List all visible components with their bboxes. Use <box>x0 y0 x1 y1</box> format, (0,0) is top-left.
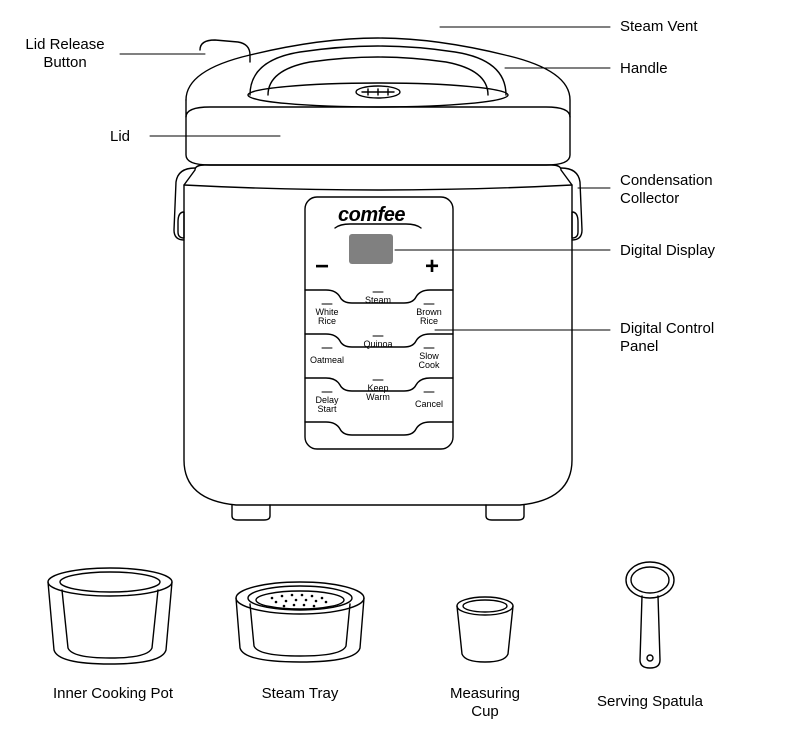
btn-brown-rice[interactable]: Brown Rice <box>409 308 449 327</box>
label-lid-release: Lid Release Button <box>10 36 120 72</box>
measuring-cup-shape <box>457 597 513 662</box>
btn-steam[interactable]: Steam <box>358 296 398 305</box>
label-condensation: Condensation Collector <box>620 172 713 208</box>
label-handle: Handle <box>620 60 668 78</box>
handle-outer <box>250 46 506 95</box>
label-steam-tray: Steam Tray <box>255 685 345 703</box>
digital-display-box <box>349 234 393 264</box>
label-spatula: Serving Spatula <box>590 693 710 711</box>
label-digital-panel: Digital Control Panel <box>620 320 714 356</box>
inner-pot-shape <box>48 568 172 664</box>
btn-oatmeal[interactable]: Oatmeal <box>307 356 347 365</box>
steam-tray-shape <box>236 582 364 662</box>
diagram-svg <box>0 0 786 744</box>
btn-delay-start[interactable]: Delay Start <box>307 396 347 415</box>
lid-dome <box>186 38 570 117</box>
btn-slow-cook[interactable]: Slow Cook <box>409 352 449 371</box>
brand-logo: comfee <box>338 204 405 227</box>
leader-lines <box>120 27 610 330</box>
btn-keep-warm[interactable]: Keep Warm <box>358 384 398 403</box>
btn-white-rice[interactable]: White Rice <box>307 308 347 327</box>
foot-left <box>232 505 270 520</box>
spatula-shape <box>626 562 674 668</box>
label-inner-pot: Inner Cooking Pot <box>48 685 178 703</box>
foot-right <box>486 505 524 520</box>
label-steam-vent: Steam Vent <box>620 18 698 36</box>
btn-quinoa[interactable]: Quinoa <box>358 340 398 349</box>
plus-button[interactable]: + <box>422 253 442 281</box>
label-lid: Lid <box>110 128 130 146</box>
label-measuring-cup: Measuring Cup <box>440 685 530 721</box>
btn-cancel[interactable]: Cancel <box>409 400 449 409</box>
lid-release-shape <box>200 40 250 62</box>
label-digital-display: Digital Display <box>620 242 715 260</box>
minus-button[interactable]: − <box>312 253 332 281</box>
